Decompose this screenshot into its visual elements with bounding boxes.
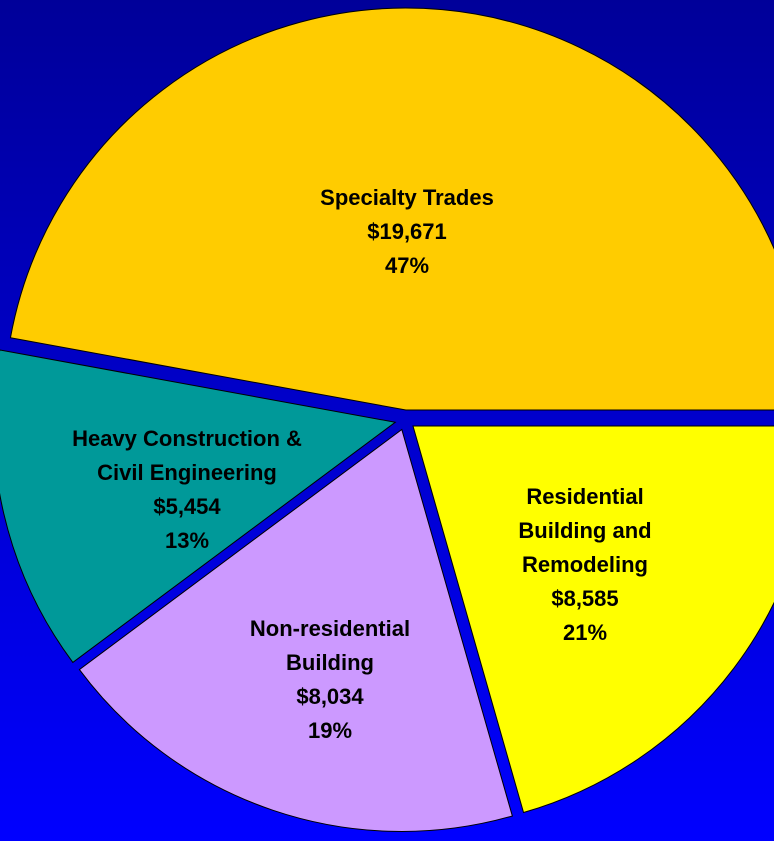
slice-label: Residential Building and Remodeling $8,58…: [485, 480, 685, 650]
slice-label: Non-residential Building $8,034 19%: [210, 612, 450, 748]
percent-label: 19%: [307, 718, 353, 743]
slice-name: Heavy Construction & Civil Engineering: [72, 426, 302, 485]
percent-label: 13%: [164, 528, 210, 553]
slice-name: Non-residential Building: [249, 616, 411, 675]
value-label: $19,671: [367, 219, 447, 244]
slice-name: Residential Building and Remodeling: [518, 484, 652, 577]
slice-label: Heavy Construction & Civil Engineering $5…: [47, 422, 327, 558]
percent-label: 21%: [562, 620, 608, 645]
pie-slice: [412, 425, 774, 814]
pie-slice: [78, 428, 513, 832]
value-label: $5,454: [153, 494, 221, 519]
pie-slice: [9, 7, 774, 411]
percent-label: 47%: [384, 253, 430, 278]
value-label: $8,585: [551, 586, 619, 611]
pie-slice: [0, 349, 397, 664]
slice-label: Specialty Trades $19,671 47%: [247, 181, 567, 283]
value-label: $8,034: [296, 684, 364, 709]
slice-name: Specialty Trades: [320, 185, 494, 210]
